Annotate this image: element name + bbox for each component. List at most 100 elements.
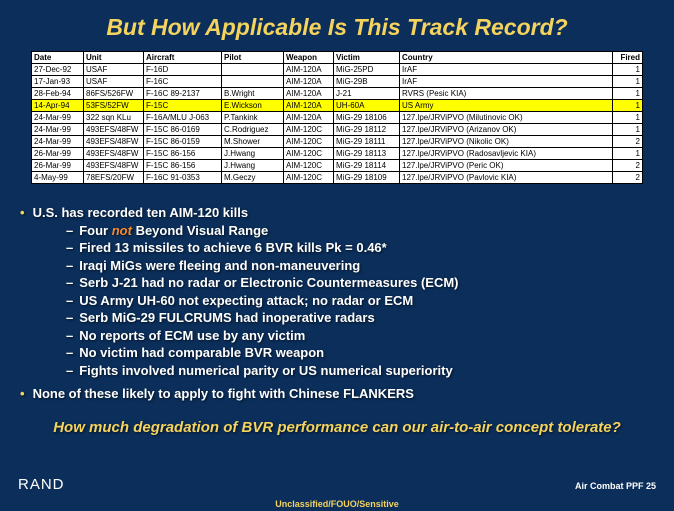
table-cell: AIM-120A	[284, 112, 334, 124]
table-row: 24-Mar-99493EFS/48FWF-15C 86-0159M.Showe…	[32, 136, 643, 148]
bullet-level2: –Four not Beyond Visual Range	[66, 222, 654, 240]
table-cell: F-15C 86-156	[144, 160, 222, 172]
table-header-cell: Weapon	[284, 52, 334, 64]
table-row: 26-Mar-99493EFS/48FWF-15C 86-156J.HwangA…	[32, 160, 643, 172]
table-header-cell: Unit	[84, 52, 144, 64]
table-cell: MiG-29 18109	[334, 172, 400, 184]
table-cell: J.Hwang	[222, 148, 284, 160]
table-cell: MiG-29B	[334, 76, 400, 88]
bullet-content: •U.S. has recorded ten AIM-120 kills–Fou…	[0, 184, 674, 403]
table-cell: 1	[613, 100, 643, 112]
table-cell: 127.lpe/JRViPVO (Radosavljevic KIA)	[400, 148, 613, 160]
table-cell: 2	[613, 172, 643, 184]
table-cell: C.Rodriguez	[222, 124, 284, 136]
table-cell: 4-May-99	[32, 172, 84, 184]
table-row: 24-Mar-99493EFS/48FWF-15C 86-0169C.Rodri…	[32, 124, 643, 136]
bullet-text: None of these likely to apply to fight w…	[33, 386, 414, 401]
dash-icon: –	[66, 240, 73, 255]
bullet-text: Iraqi MiGs were fleeing and non-maneuver…	[79, 258, 360, 273]
bullet-level1: •U.S. has recorded ten AIM-120 kills	[20, 204, 654, 222]
table-cell: M.Shower	[222, 136, 284, 148]
table-cell: AIM-120C	[284, 124, 334, 136]
bullet-text: Serb J-21 had no radar or Electronic Cou…	[79, 275, 458, 290]
table-cell: 493EFS/48FW	[84, 148, 144, 160]
table-cell: AIM-120A	[284, 64, 334, 76]
bullet-text: Serb MiG-29 FULCRUMS had inoperative rad…	[79, 310, 374, 325]
table-row: 26-Mar-99493EFS/48FWF-15C 86-156J.HwangA…	[32, 148, 643, 160]
table-cell: 127.lpe/JRViPVO (Milutinovic OK)	[400, 112, 613, 124]
table-row: 17-Jan-93USAFF-16CAIM-120AMiG-29BIrAF1	[32, 76, 643, 88]
table-cell: 2	[613, 136, 643, 148]
bullet-level1: • None of these likely to apply to fight …	[20, 385, 654, 403]
table-cell: MiG-29 18114	[334, 160, 400, 172]
bullet-text: US Army UH-60 not expecting attack; no r…	[79, 293, 413, 308]
dash-icon: –	[66, 310, 73, 325]
table-cell: MiG-29 18111	[334, 136, 400, 148]
table-cell: 127.lpe/JRViPVO (Nikolic OK)	[400, 136, 613, 148]
table-cell: IrAF	[400, 76, 613, 88]
table-header-cell: Country	[400, 52, 613, 64]
table-cell: 1	[613, 124, 643, 136]
table-cell: 17-Jan-93	[32, 76, 84, 88]
table-cell: F-16C	[144, 76, 222, 88]
bullet-level2: –US Army UH-60 not expecting attack; no …	[66, 292, 654, 310]
table-cell: 24-Mar-99	[32, 112, 84, 124]
dash-icon: –	[66, 258, 73, 273]
table-cell: F-16C 89-2137	[144, 88, 222, 100]
table-cell: AIM-120C	[284, 148, 334, 160]
table-cell: 78EFS/20FW	[84, 172, 144, 184]
table-cell: E.Wickson	[222, 100, 284, 112]
table-cell: UH-60A	[334, 100, 400, 112]
table-row: 4-May-9978EFS/20FWF-16C 91-0353M.GeczyAI…	[32, 172, 643, 184]
bullet-level2: –Fired 13 missiles to achieve 6 BVR kill…	[66, 239, 654, 257]
bullet-level2: –Serb J-21 had no radar or Electronic Co…	[66, 274, 654, 292]
dash-icon: –	[66, 345, 73, 360]
table-cell: 53FS/52FW	[84, 100, 144, 112]
dash-icon: –	[66, 328, 73, 343]
table-header-cell: Date	[32, 52, 84, 64]
table-header-cell: Pilot	[222, 52, 284, 64]
bullet-text: Fired 13 missiles to achieve 6 BVR kills…	[79, 240, 386, 255]
closing-question: How much degradation of BVR performance …	[0, 419, 674, 436]
table-cell: 1	[613, 76, 643, 88]
bullet-level2: –No reports of ECM use by any victim	[66, 327, 654, 345]
dash-icon: –	[66, 223, 73, 238]
table-body: 27-Dec-92USAFF-16DAIM-120AMiG-25PDIrAF11…	[32, 64, 643, 184]
table-cell: M.Geczy	[222, 172, 284, 184]
table-cell: 493EFS/48FW	[84, 124, 144, 136]
table-cell: 127.lpe/JRViPVO (Pavlovic KIA)	[400, 172, 613, 184]
table-cell: B.Wright	[222, 88, 284, 100]
table-cell: 28-Feb-94	[32, 88, 84, 100]
table-cell: F-15C	[144, 100, 222, 112]
table-cell: 127.lpe/JRViPVO (Peric OK)	[400, 160, 613, 172]
bullet-text: Fights involved numerical parity or US n…	[79, 363, 452, 378]
table-row: 14-Apr-9453FS/52FWF-15CE.WicksonAIM-120A…	[32, 100, 643, 112]
table-cell: 493EFS/48FW	[84, 160, 144, 172]
table-cell: AIM-120C	[284, 136, 334, 148]
table-cell: 26-Mar-99	[32, 148, 84, 160]
page-number: Air Combat PPF 25	[575, 481, 656, 491]
table-cell: 26-Mar-99	[32, 160, 84, 172]
table-row: 28-Feb-9486FS/526FWF-16C 89-2137B.Wright…	[32, 88, 643, 100]
bullet-dot-icon: •	[20, 386, 25, 401]
table-cell: 86FS/526FW	[84, 88, 144, 100]
classification-label: Unclassified/FOUO/Sensitive	[0, 499, 674, 509]
table-cell: 322 sqn KLu	[84, 112, 144, 124]
table-cell: 27-Dec-92	[32, 64, 84, 76]
bullet-text: not	[112, 223, 132, 238]
table-cell: MiG-29 18112	[334, 124, 400, 136]
table-header-cell: Fired	[613, 52, 643, 64]
table-cell: USAF	[84, 76, 144, 88]
table-cell: 493EFS/48FW	[84, 136, 144, 148]
table-cell: AIM-120C	[284, 160, 334, 172]
table-cell: MiG-25PD	[334, 64, 400, 76]
bullet-text: Beyond Visual Range	[132, 223, 268, 238]
table-cell: F-15C 86-0169	[144, 124, 222, 136]
table-cell: RVRS (Pesic KIA)	[400, 88, 613, 100]
bullet-level2: –Iraqi MiGs were fleeing and non-maneuve…	[66, 257, 654, 275]
table-cell: 127.lpe/JRViPVO (Arizanov OK)	[400, 124, 613, 136]
table-header-row: DateUnitAircraftPilotWeaponVictimCountry…	[32, 52, 643, 64]
table-cell: 24-Mar-99	[32, 136, 84, 148]
table-cell: F-16A/MLU J-063	[144, 112, 222, 124]
table-cell: J.Hwang	[222, 160, 284, 172]
